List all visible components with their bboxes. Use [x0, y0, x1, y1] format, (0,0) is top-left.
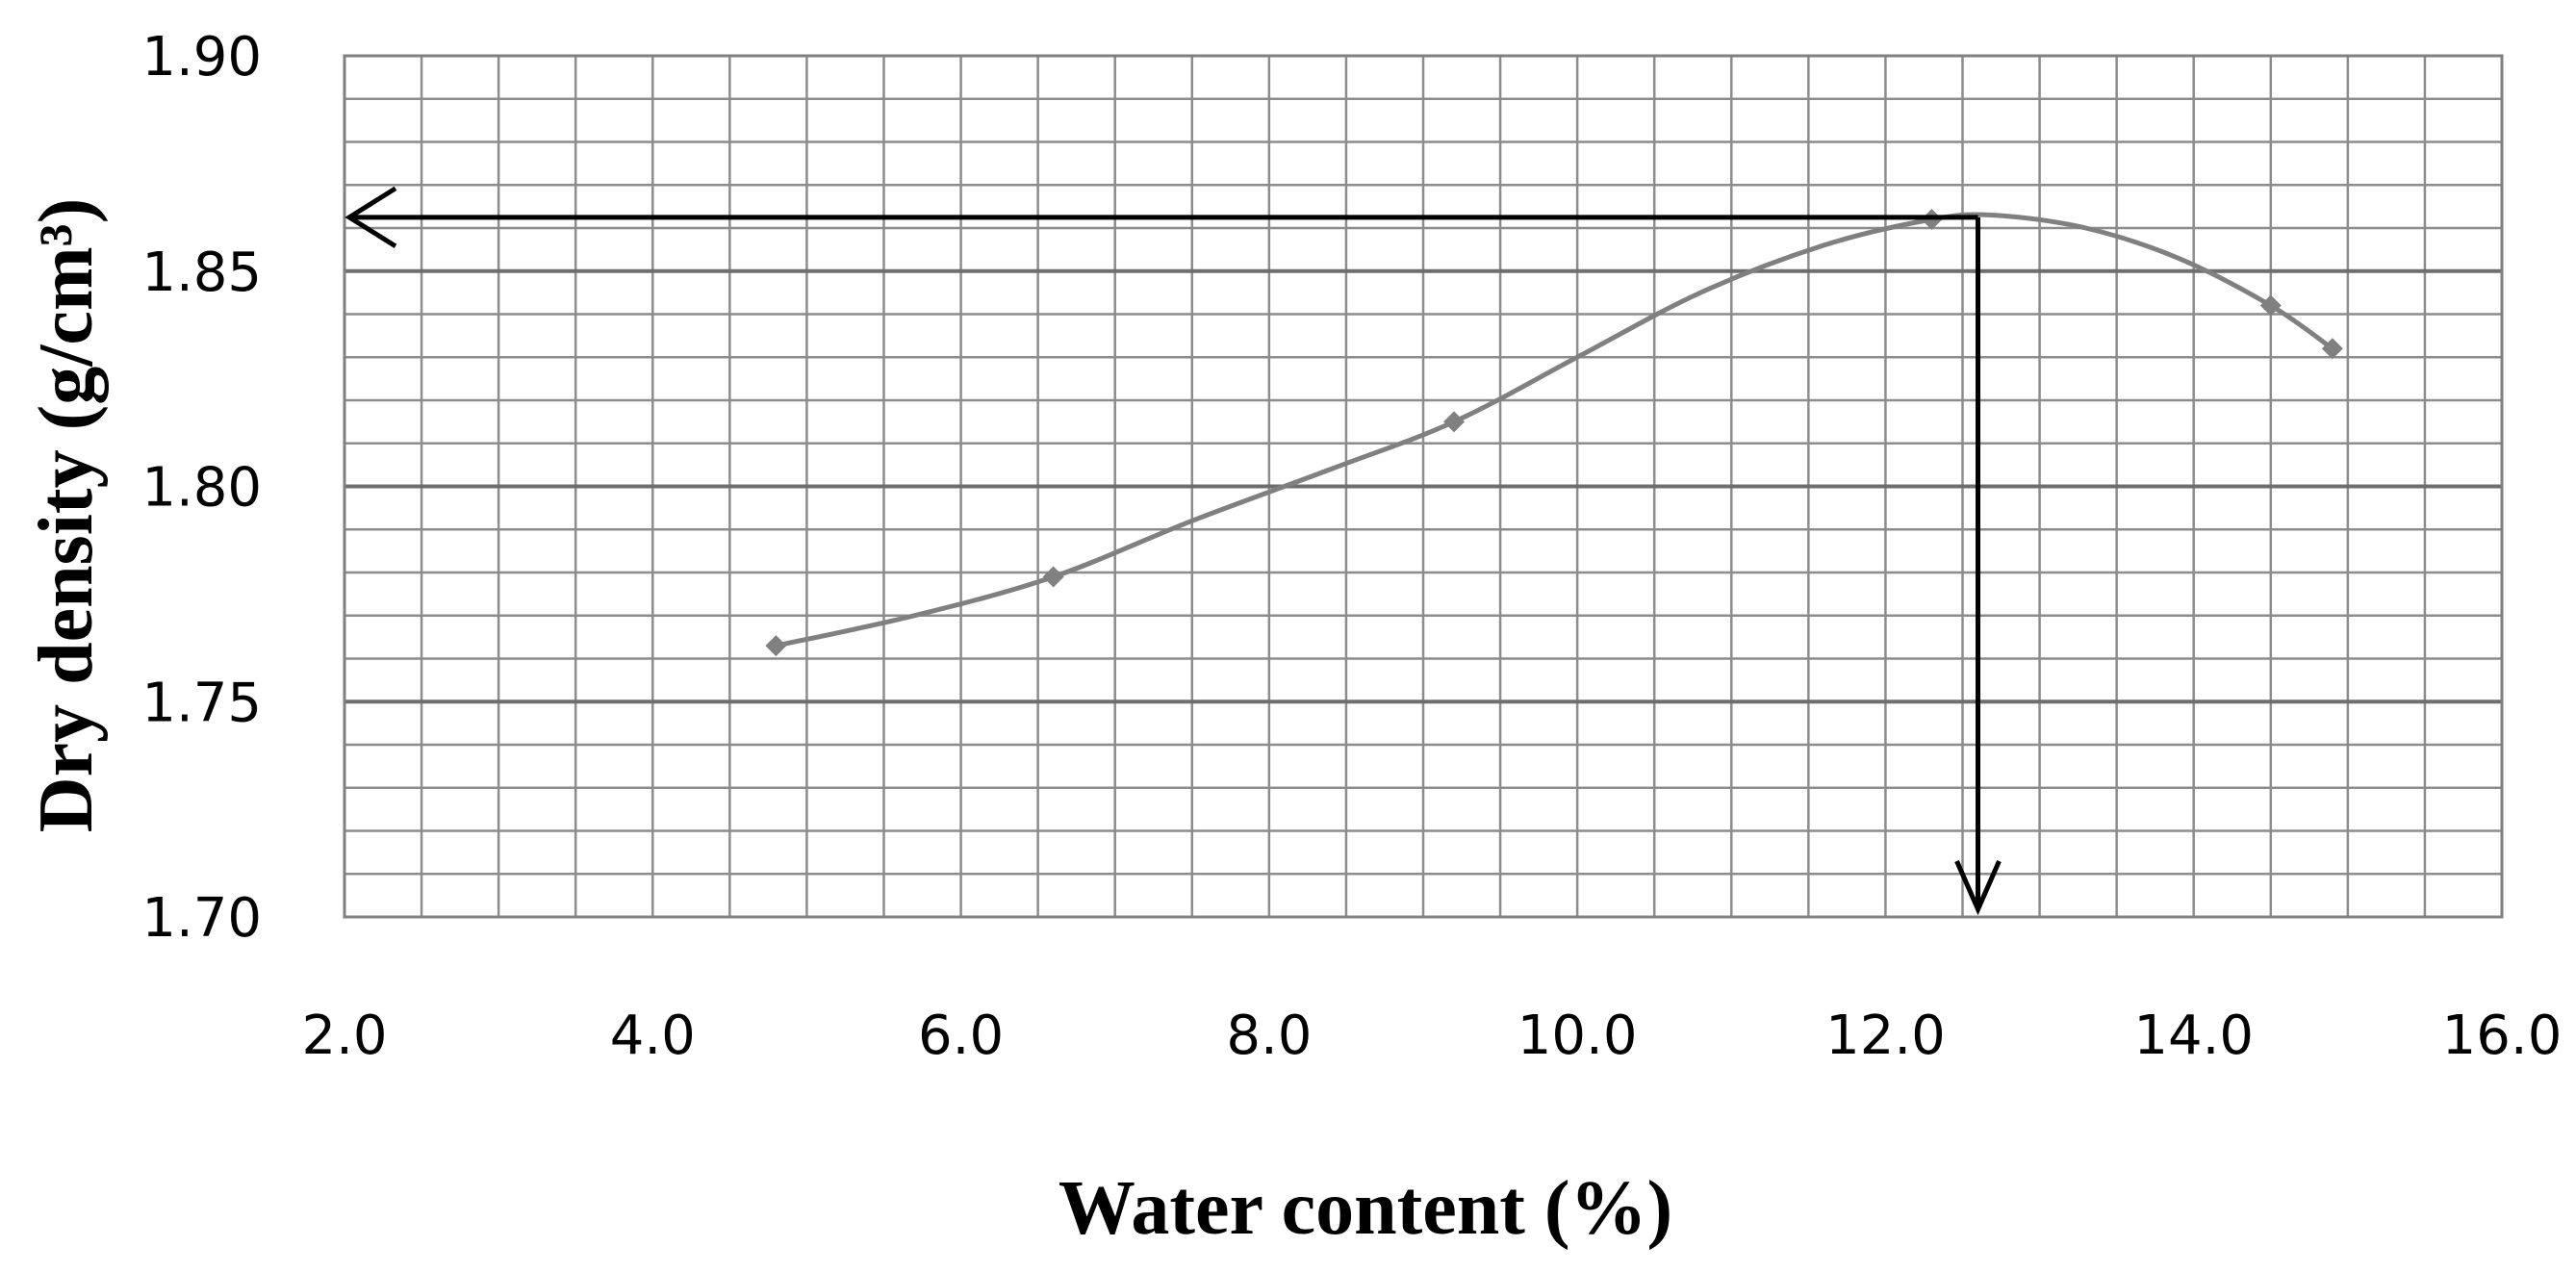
- x-tick-label: 8.0: [1226, 1005, 1312, 1067]
- x-tick-label: 12.0: [1825, 1005, 1946, 1067]
- plot-area-border: [343, 54, 2504, 919]
- y-tick-label: 1.85: [141, 242, 262, 304]
- data-point-marker: [1042, 566, 1064, 588]
- y-axis-tick-labels: 1.70 1.75 1.80 1.85 1.90: [141, 26, 262, 950]
- y-tick-label: 1.80: [141, 457, 262, 520]
- y-axis-title: Dry density (g/cm³): [24, 198, 109, 832]
- x-tick-label: 10.0: [1518, 1005, 1638, 1067]
- data-point-marker: [1443, 411, 1466, 433]
- series-line: [775, 212, 2334, 649]
- x-axis-tick-labels: 2.0 4.0 6.0 8.0 10.0 12.0 14.0 16.0: [301, 1005, 2562, 1067]
- left-arrowhead: [344, 186, 397, 248]
- x-tick-label: 16.0: [2442, 1005, 2563, 1067]
- y-tick-label: 1.75: [141, 672, 262, 734]
- major-gridlines: [344, 268, 2502, 704]
- series-layer: [765, 209, 2343, 657]
- x-tick-label: 6.0: [918, 1005, 1004, 1067]
- data-point-marker: [765, 635, 787, 657]
- x-tick-label: 4.0: [610, 1005, 696, 1067]
- y-tick-label: 1.70: [141, 887, 262, 950]
- y-tick-label: 1.90: [141, 26, 262, 89]
- optimum-arrows: [344, 186, 2002, 916]
- x-tick-label: 2.0: [301, 1005, 387, 1067]
- down-arrowhead: [1954, 859, 2002, 916]
- data-point-marker: [2259, 294, 2282, 317]
- x-tick-label: 14.0: [2133, 1005, 2254, 1067]
- data-point-marker: [2321, 338, 2343, 360]
- x-axis-title: Water content (%): [1058, 1166, 1672, 1251]
